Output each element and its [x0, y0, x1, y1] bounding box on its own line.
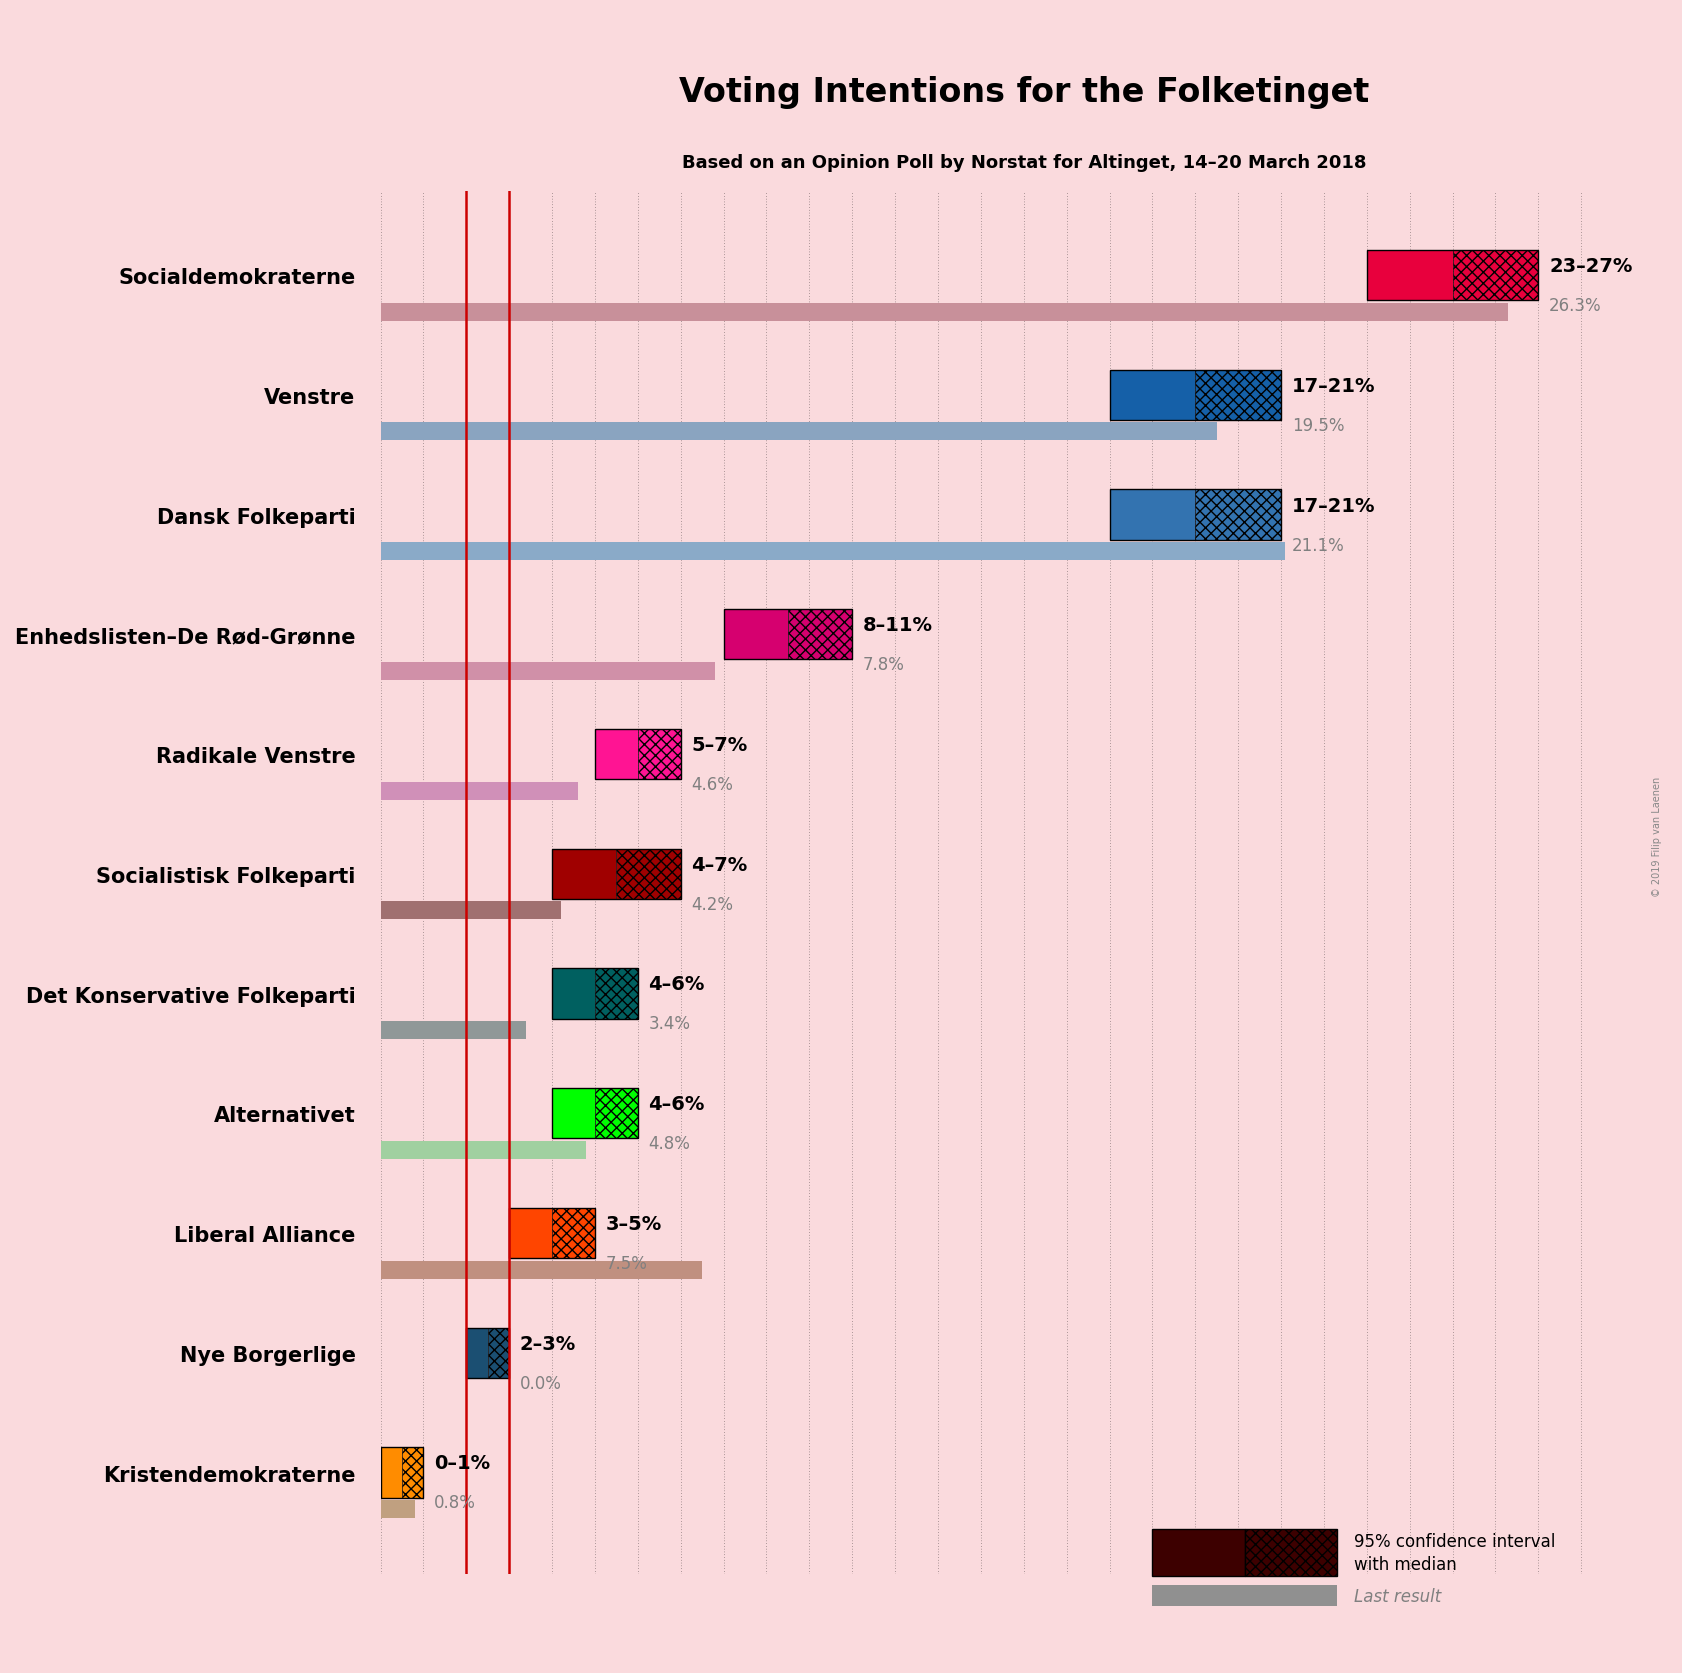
- Bar: [380, 303, 1509, 321]
- Bar: [1367, 251, 1539, 301]
- Text: 26.3%: 26.3%: [1549, 296, 1601, 315]
- Bar: [723, 611, 853, 661]
- Bar: [510, 1208, 552, 1258]
- Bar: [466, 1328, 488, 1379]
- Bar: [637, 729, 681, 780]
- Bar: [1367, 251, 1453, 301]
- Bar: [1196, 370, 1282, 420]
- Text: © 2019 Filip van Laenen: © 2019 Filip van Laenen: [1652, 776, 1662, 897]
- Text: Last result: Last result: [1354, 1586, 1441, 1604]
- Bar: [595, 729, 681, 780]
- Text: 3–5%: 3–5%: [606, 1215, 663, 1233]
- Text: Based on an Opinion Poll by Norstat for Altinget, 14–20 March 2018: Based on an Opinion Poll by Norstat for …: [681, 154, 1366, 171]
- Bar: [552, 850, 681, 900]
- Bar: [380, 1261, 701, 1278]
- Bar: [595, 969, 637, 1019]
- Bar: [380, 542, 1285, 560]
- Bar: [380, 663, 715, 681]
- Bar: [616, 850, 681, 900]
- Bar: [488, 1328, 510, 1379]
- Text: 8–11%: 8–11%: [863, 616, 934, 634]
- Bar: [595, 729, 637, 780]
- Bar: [787, 611, 853, 661]
- Bar: [1453, 251, 1539, 301]
- Bar: [552, 1089, 595, 1139]
- Text: 21.1%: 21.1%: [1292, 537, 1344, 554]
- Text: 4.8%: 4.8%: [649, 1134, 690, 1153]
- Bar: [552, 1089, 637, 1139]
- Text: 17–21%: 17–21%: [1292, 376, 1376, 395]
- Bar: [552, 1208, 595, 1258]
- Text: 7.5%: 7.5%: [606, 1255, 648, 1271]
- Bar: [380, 1447, 402, 1497]
- Text: 19.5%: 19.5%: [1292, 417, 1344, 435]
- Text: 2–3%: 2–3%: [520, 1333, 577, 1353]
- Text: 3.4%: 3.4%: [649, 1016, 691, 1032]
- Text: Voting Intentions for the Folketinget: Voting Intentions for the Folketinget: [678, 77, 1369, 109]
- Text: 4–6%: 4–6%: [649, 1094, 705, 1114]
- Bar: [1110, 370, 1196, 420]
- Text: 0.0%: 0.0%: [520, 1374, 562, 1392]
- Text: 17–21%: 17–21%: [1292, 497, 1376, 515]
- Bar: [552, 850, 616, 900]
- Text: 4–6%: 4–6%: [649, 975, 705, 994]
- Bar: [510, 1208, 595, 1258]
- Text: 5–7%: 5–7%: [691, 736, 748, 755]
- Bar: [595, 1089, 637, 1139]
- Bar: [1196, 490, 1282, 540]
- Text: 0.8%: 0.8%: [434, 1494, 476, 1511]
- Bar: [380, 1447, 424, 1497]
- Bar: [380, 783, 577, 800]
- Bar: [466, 1328, 510, 1379]
- Text: 4.6%: 4.6%: [691, 776, 733, 793]
- Bar: [402, 1447, 424, 1497]
- Text: with median: with median: [1354, 1556, 1457, 1573]
- Bar: [552, 969, 637, 1019]
- Text: 7.8%: 7.8%: [863, 656, 905, 674]
- Bar: [380, 1501, 415, 1517]
- Bar: [1110, 490, 1282, 540]
- Text: 4–7%: 4–7%: [691, 855, 748, 875]
- Text: 4.2%: 4.2%: [691, 895, 733, 913]
- Bar: [1110, 370, 1282, 420]
- Bar: [380, 1022, 526, 1039]
- Text: 0–1%: 0–1%: [434, 1454, 489, 1472]
- Bar: [380, 902, 560, 920]
- Text: 23–27%: 23–27%: [1549, 258, 1633, 276]
- Bar: [380, 1141, 587, 1159]
- Bar: [1110, 490, 1196, 540]
- Bar: [552, 969, 595, 1019]
- Text: 95% confidence interval: 95% confidence interval: [1354, 1532, 1556, 1549]
- Bar: [723, 611, 787, 661]
- Bar: [380, 423, 1216, 442]
